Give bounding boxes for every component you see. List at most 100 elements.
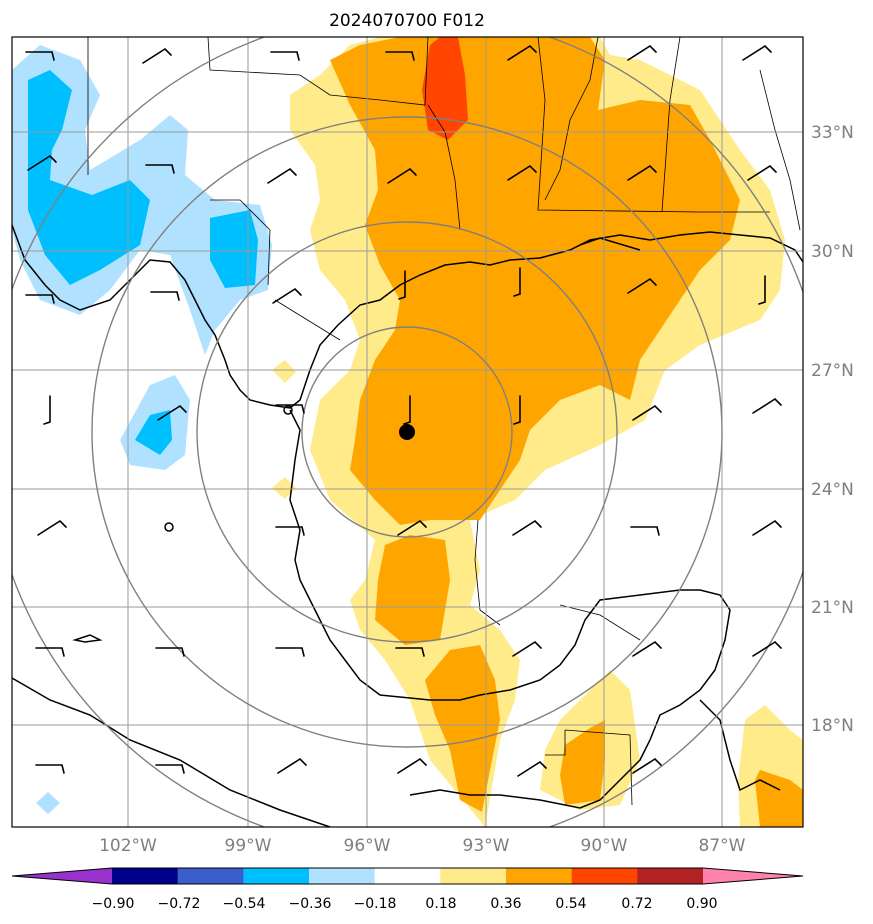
coastlines	[12, 224, 803, 827]
wind-barb	[387, 167, 417, 184]
map-area	[12, 37, 803, 827]
colorbar-extend-high	[703, 868, 803, 884]
longitude-labels: 102°W 99°W 96°W 93°W 90°W 87°W	[99, 836, 746, 856]
colorbar	[11, 867, 804, 885]
wind-barb	[275, 647, 305, 657]
wind-barb	[397, 519, 427, 536]
range-rings	[12, 37, 803, 827]
wind-barb	[512, 519, 542, 536]
colorbar-segment	[112, 868, 179, 884]
map-frame	[11, 36, 804, 828]
wind-barb	[507, 44, 537, 61]
colorbar-tick-label: −0.72	[158, 896, 201, 912]
wind-barb	[145, 164, 175, 174]
wind-barb	[627, 44, 657, 61]
colorbar-tick-label: 0.72	[621, 896, 652, 912]
wind-barb	[747, 164, 777, 181]
wind-barb	[632, 640, 662, 657]
wind-barb	[150, 291, 180, 301]
wind-barb	[513, 395, 521, 425]
colorbar-segment	[177, 868, 244, 884]
colorbar-segment	[440, 868, 507, 884]
range-ring	[91, 116, 723, 748]
negative-anomaly-fill	[12, 45, 272, 814]
wind-barb	[403, 395, 411, 425]
wind-barbs	[25, 44, 782, 777]
wind-barb	[395, 647, 425, 657]
calm-wind-marker	[283, 405, 293, 415]
wind-barb	[513, 267, 521, 297]
wind-barb	[27, 154, 57, 171]
wind-barb	[632, 757, 662, 774]
wind-barb	[517, 760, 547, 777]
colorbar-tick-label: −0.36	[289, 896, 332, 912]
wind-barb	[632, 404, 662, 421]
lon-label: 99°W	[225, 836, 272, 856]
latitude-labels: 33°N 30°N 27°N 24°N 21°N 18°N	[811, 123, 854, 736]
wind-barb	[35, 764, 65, 774]
range-ring	[301, 326, 513, 538]
wind-barb	[385, 51, 415, 61]
wind-barb	[275, 526, 305, 536]
wind-barb	[507, 164, 537, 181]
wind-barb	[270, 51, 300, 61]
lat-label: 30°N	[811, 242, 854, 262]
colorbar-segment	[309, 868, 376, 884]
wind-barb	[155, 647, 185, 657]
wind-barb	[630, 526, 660, 536]
lon-label: 96°W	[344, 836, 391, 856]
colorbar-segment	[374, 868, 441, 884]
lat-label: 18°N	[811, 716, 854, 736]
lat-label: 21°N	[811, 598, 854, 618]
lon-label: 93°W	[463, 836, 510, 856]
colorbar-tick-label: −0.90	[92, 896, 135, 912]
map-title: 2024070700 F012	[329, 11, 485, 31]
wind-barb	[758, 275, 766, 305]
colorbar-segment	[571, 868, 638, 884]
wind-barb	[752, 640, 782, 657]
wind-barb	[397, 757, 427, 774]
wind-barb	[142, 47, 172, 64]
colorbar-segment	[243, 868, 310, 884]
wind-barb	[627, 164, 657, 181]
wind-barb	[275, 404, 305, 414]
wind-barb	[157, 404, 187, 421]
colorbar-tick-label: −0.54	[223, 896, 266, 912]
wind-barb	[627, 277, 657, 294]
wind-barb	[35, 647, 65, 657]
wind-barb	[512, 640, 542, 657]
wind-barb	[398, 270, 406, 300]
colorbar-segment	[637, 868, 704, 884]
wind-barb	[742, 44, 772, 61]
wind-barb	[43, 395, 51, 425]
wind-barb	[37, 519, 67, 536]
wind-barb	[272, 287, 302, 304]
wind-barb	[25, 51, 55, 61]
lon-label: 87°W	[699, 836, 746, 856]
wind-barb	[752, 397, 782, 414]
lon-label: 102°W	[99, 836, 157, 856]
colorbar-tick-label: −0.18	[354, 896, 397, 912]
wind-barb	[752, 519, 782, 536]
lat-label: 33°N	[811, 123, 854, 143]
storm-center-marker	[399, 424, 415, 440]
lat-label: 27°N	[811, 361, 854, 381]
range-ring	[196, 221, 618, 643]
wind-barb	[155, 764, 185, 774]
colorbar-segment	[506, 868, 573, 884]
lon-label: 90°W	[581, 836, 628, 856]
wind-barb	[277, 757, 307, 774]
colorbar-tick-label: 0.90	[686, 896, 717, 912]
lat-label: 24°N	[811, 480, 854, 500]
lat-lon-grid	[12, 37, 803, 827]
colorbar-ticks: −0.90 −0.72 −0.54 −0.36 −0.18 0.18 0.36 …	[92, 896, 718, 912]
positive-anomaly-fill	[272, 37, 803, 827]
wind-barb	[267, 167, 297, 184]
colorbar-tick-label: 0.36	[490, 896, 521, 912]
colorbar-tick-label: 0.54	[555, 896, 586, 912]
colorbar-extend-low	[12, 868, 112, 884]
wind-barb	[25, 294, 55, 304]
calm-wind-marker	[164, 522, 174, 532]
colorbar-tick-label: 0.18	[425, 896, 456, 912]
